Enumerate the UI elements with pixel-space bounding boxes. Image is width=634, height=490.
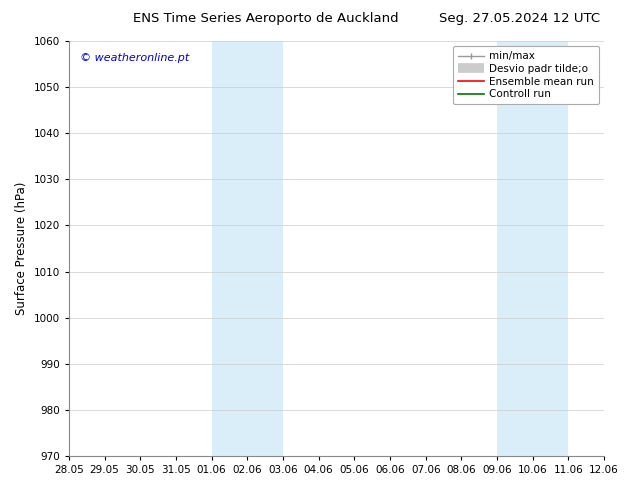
Text: © weatheronline.pt: © weatheronline.pt bbox=[79, 53, 189, 64]
Text: Seg. 27.05.2024 12 UTC: Seg. 27.05.2024 12 UTC bbox=[439, 12, 600, 25]
Y-axis label: Surface Pressure (hPa): Surface Pressure (hPa) bbox=[15, 182, 28, 315]
Bar bbox=[212, 41, 283, 456]
Legend: min/max, Desvio padr tilde;o, Ensemble mean run, Controll run: min/max, Desvio padr tilde;o, Ensemble m… bbox=[453, 46, 599, 104]
Bar bbox=[497, 41, 569, 456]
Text: ENS Time Series Aeroporto de Auckland: ENS Time Series Aeroporto de Auckland bbox=[134, 12, 399, 25]
